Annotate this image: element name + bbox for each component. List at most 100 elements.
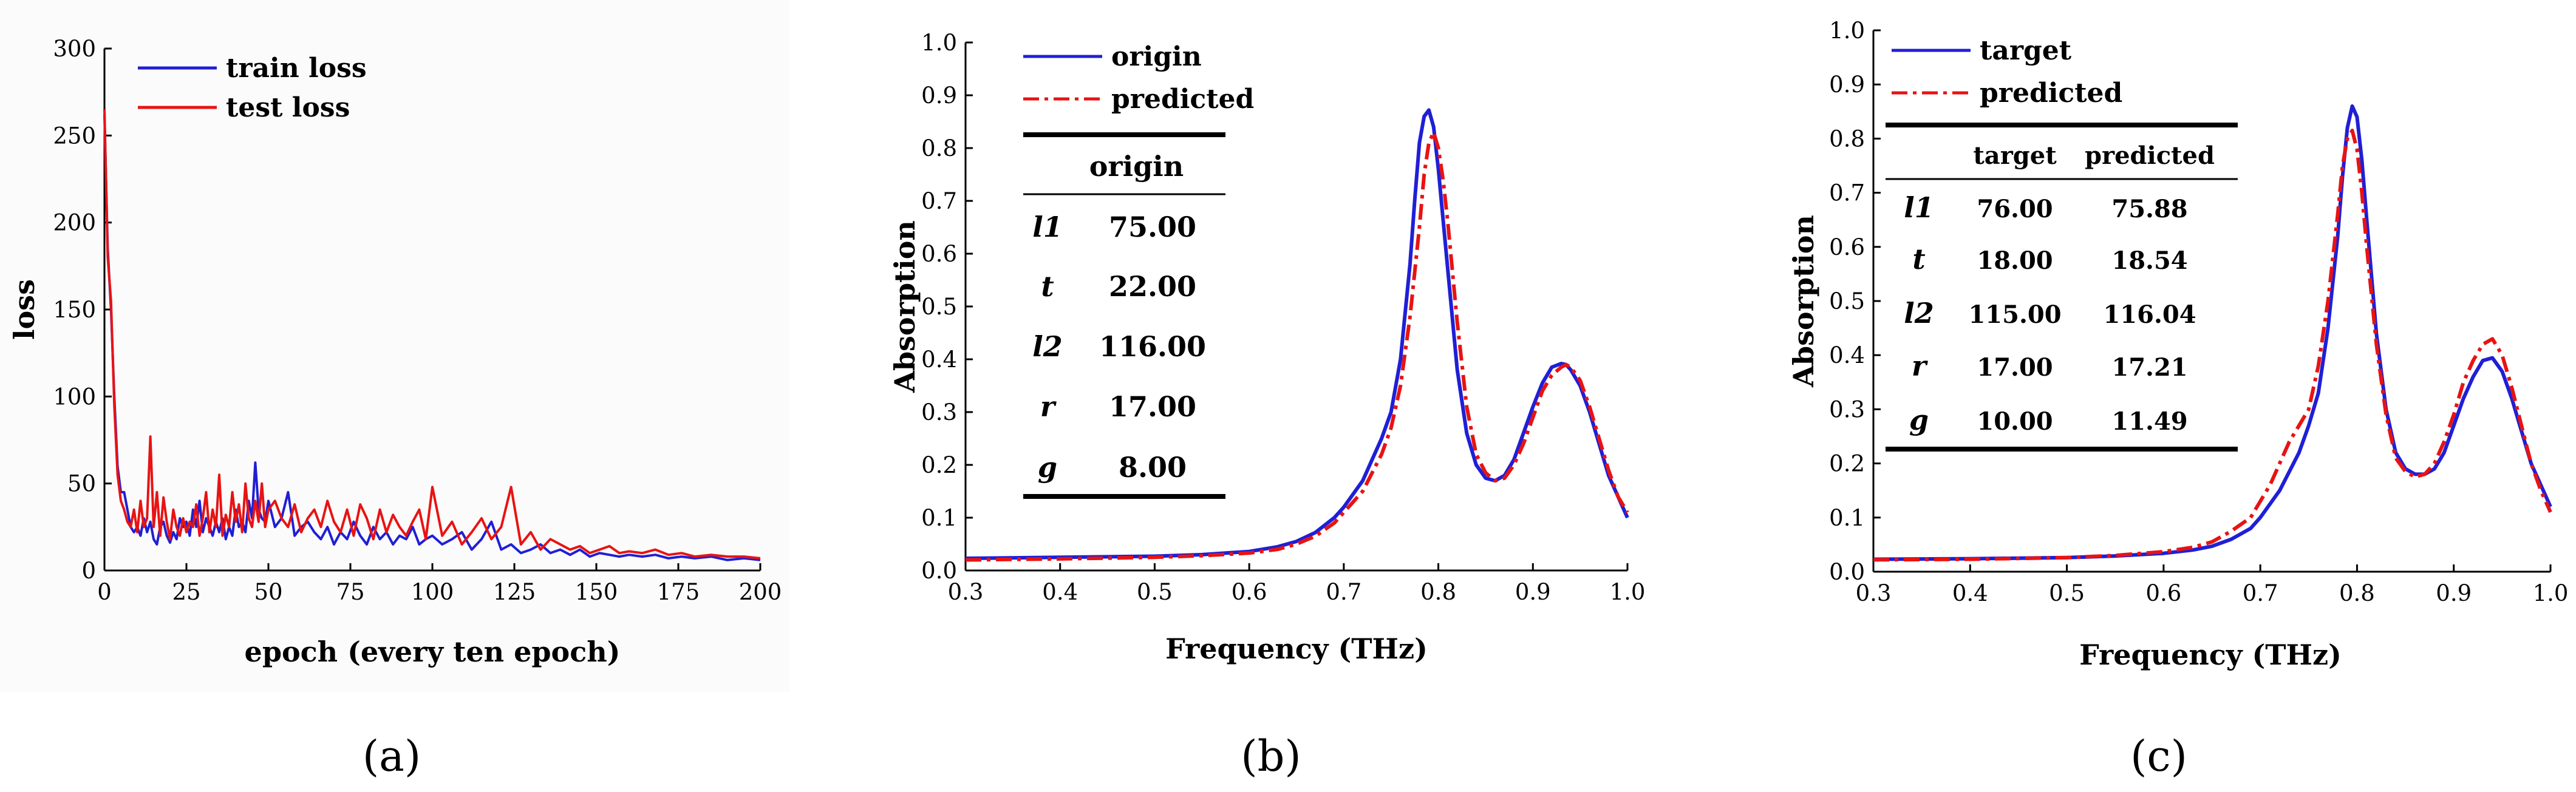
x-tick-label: 0.8: [2339, 580, 2375, 606]
x-axis-label: epoch (every ten epoch): [245, 635, 621, 668]
x-axis-label: Frequency (THz): [1165, 632, 1428, 665]
x-tick-label: 0.5: [2049, 580, 2085, 606]
series-line-target: [1873, 104, 2552, 561]
table-value: 75.00: [1109, 211, 1196, 243]
x-tick-label: 0.9: [1515, 579, 1551, 605]
x-tick-label: 200: [739, 579, 782, 605]
y-tick-label: 0.3: [1829, 396, 1865, 422]
table-value-predicted: 17.21: [2111, 353, 2187, 382]
table-header: origin: [1089, 150, 1184, 183]
x-tick-label: 150: [575, 579, 618, 605]
subfigure-label-c: (c): [2130, 731, 2187, 781]
panel-c-absorption-chart: 0.3 0.4 0.5 0.6 0.7 0.8 0.9 1.0 0.0 0.1 0.2 0.3 0.4 0…: [1787, 18, 2568, 671]
y-tick-label: 0.6: [921, 241, 957, 267]
table-value: 116.00: [1099, 330, 1206, 363]
y-tick-label: 0.6: [1829, 234, 1865, 260]
table-param: t: [1912, 243, 1925, 276]
table-value-target: 76.00: [1977, 195, 2053, 223]
table-value-target: 115.00: [1968, 300, 2061, 329]
table-param: l2: [1032, 330, 1062, 363]
y-tick-label: 0.7: [1829, 180, 1865, 206]
table-value-predicted: 11.49: [2111, 407, 2187, 436]
table-value-predicted: 116.04: [2103, 300, 2196, 329]
y-tick-label: 0.9: [921, 83, 957, 109]
y-tick-label: 0.2: [921, 452, 957, 478]
y-tick-label: 200: [53, 210, 96, 236]
y-tick-label: 0.1: [921, 505, 957, 531]
x-tick-label: 50: [254, 579, 282, 605]
table-param: t: [1041, 270, 1054, 303]
y-tick-label: 150: [53, 297, 96, 323]
panel-a-loss-chart: 0 25 50 75 100 125 150 175 200 0 50 100 150 200 250 300…: [0, 0, 789, 692]
y-axis-label: loss: [8, 279, 41, 340]
x-tick-label: 0.8: [1420, 579, 1456, 605]
y-tick-label: 0.5: [1829, 288, 1865, 314]
table-value-predicted: 18.54: [2111, 246, 2187, 275]
y-tick-label: 250: [53, 123, 96, 149]
series-line-predicted: [1873, 129, 2552, 562]
y-tick-label: 0.2: [1829, 451, 1865, 477]
legend-label: target: [1980, 35, 2072, 66]
x-tick-label: 1.0: [1610, 579, 1646, 605]
table-param: l2: [1904, 297, 1934, 330]
x-tick-label: 0.3: [1856, 580, 1892, 606]
table-param: g: [1038, 451, 1057, 484]
x-tick-label: 0: [97, 579, 112, 605]
x-tick-label: 0.6: [2145, 580, 2181, 606]
x-tick-label: 0.7: [2243, 580, 2278, 606]
table-value: 8.00: [1119, 451, 1187, 484]
table-value-target: 18.00: [1977, 246, 2053, 275]
y-tick-label: 0.3: [921, 399, 957, 425]
y-tick-label: 0.8: [1829, 126, 1865, 152]
legend-label: predicted: [1111, 84, 1254, 115]
legend-label: train loss: [226, 53, 367, 84]
x-tick-label: 0.3: [948, 579, 984, 605]
y-tick-label: 0.7: [921, 188, 957, 214]
table-value-target: 10.00: [1977, 407, 2053, 436]
y-tick-label: 1.0: [1829, 18, 1865, 44]
table-value: 22.00: [1109, 270, 1196, 303]
subfigure-label-a: (a): [363, 731, 421, 781]
x-tick-label: 0.4: [1042, 579, 1078, 605]
y-tick-label: 100: [53, 384, 96, 410]
table-param: r: [1912, 350, 1929, 382]
table-param: l1: [1904, 191, 1934, 224]
x-tick-label: 0.4: [1952, 580, 1988, 606]
y-tick-label: 0.8: [921, 135, 957, 161]
table-header: target: [1973, 141, 2057, 170]
plot-background: [0, 0, 789, 692]
table-param: l1: [1032, 211, 1062, 243]
x-tick-label: 25: [172, 579, 200, 605]
y-axis-label: Absorption: [1787, 215, 1820, 388]
legend-label: origin: [1111, 41, 1202, 72]
x-tick-label: 100: [411, 579, 454, 605]
y-tick-label: 0.4: [1829, 342, 1865, 368]
legend-label: test loss: [226, 92, 350, 123]
y-tick-label: 0.5: [921, 294, 957, 320]
y-tick-label: 0.4: [921, 347, 957, 373]
table-header: predicted: [2085, 141, 2215, 170]
x-tick-label: 0.5: [1137, 579, 1173, 605]
x-tick-label: 0.6: [1232, 579, 1267, 605]
table-value: 17.00: [1109, 390, 1196, 423]
x-axis-label: Frequency (THz): [2079, 638, 2342, 671]
series-line-test-loss: [103, 109, 761, 560]
x-tick-label: 175: [657, 579, 700, 605]
y-tick-label: 0.1: [1829, 505, 1865, 531]
y-tick-label: 0.0: [921, 558, 957, 584]
y-tick-label: 0: [81, 558, 96, 584]
y-tick-label: 1.0: [921, 30, 957, 56]
y-tick-label: 0.9: [1829, 72, 1865, 98]
table-param: g: [1909, 404, 1929, 436]
series-line-predicted: [965, 130, 1629, 562]
table-value-target: 17.00: [1977, 353, 2053, 382]
x-tick-label: 1.0: [2533, 580, 2569, 606]
y-tick-label: 300: [53, 36, 96, 62]
x-tick-label: 75: [336, 579, 364, 605]
series-line-origin: [965, 108, 1629, 560]
panel-b-absorption-chart: 0.3 0.4 0.5 0.6 0.7 0.8 0.9 1.0 0.0 0.1 0.2 0.3 0.4 0…: [888, 30, 1645, 665]
y-axis-label: Absorption: [888, 220, 921, 393]
table-param: r: [1040, 390, 1057, 423]
x-tick-label: 125: [493, 579, 536, 605]
